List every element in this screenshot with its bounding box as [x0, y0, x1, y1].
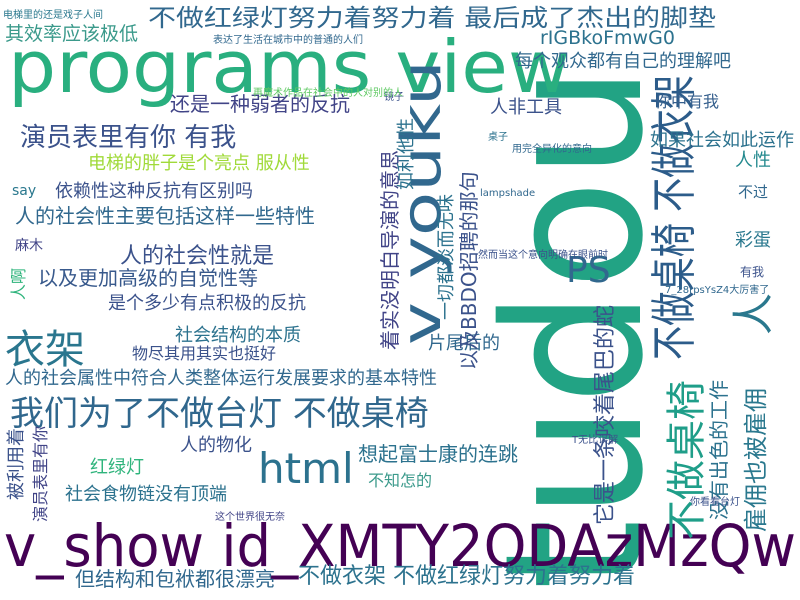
word: 有我	[740, 265, 764, 279]
word: 以及BBDO招聘的那句	[457, 171, 481, 370]
word: 依赖性这种反抗有区别吗	[55, 181, 253, 202]
word: 电梯的胖子是个亮点 服从性	[88, 153, 310, 174]
word: 它是一条咬着尾巴的蛇	[593, 305, 618, 525]
word: 彩蛋	[735, 230, 771, 251]
word: 但结构和包袱都很漂亮	[75, 567, 275, 591]
word: 着实没明白导演的意思	[378, 150, 402, 350]
word: 人	[729, 293, 778, 335]
word: 不做桌椅	[664, 380, 710, 540]
word: 用完全异化的意向	[512, 142, 592, 155]
word: programs view	[8, 25, 570, 109]
word: 雇佣也被雇佣	[742, 388, 770, 532]
word: 这个世界很无奈	[215, 510, 285, 523]
word: 人的社会性主要包括这样一些特性	[15, 204, 315, 228]
word: 然而当这个意向明确在眼前时	[478, 248, 608, 261]
word: PS	[566, 250, 611, 291]
word: 你中有我	[655, 92, 719, 111]
word: 表达了生活在城市中的普通的人们	[213, 33, 363, 46]
word: 人非工具	[490, 97, 562, 118]
word: 再魔术作品在社会中的人对别的人	[253, 86, 403, 99]
word: tudou	[464, 65, 685, 590]
word: 你看看台灯	[690, 495, 740, 508]
word: 如果社会如此运作	[650, 130, 794, 151]
word: 社会食物链没有顶端	[65, 484, 227, 505]
word: 以及更加高级的自觉性等	[38, 266, 258, 290]
word: 人啊	[9, 268, 28, 300]
word: 衣架	[5, 327, 85, 373]
word: 人的物化	[180, 435, 252, 456]
word: 想起富士康的连跳	[358, 442, 518, 466]
word: 其效率应该极低	[5, 23, 138, 45]
word: 7_28rpsYsZ4大厉害了	[665, 283, 769, 296]
word: 红绿灯	[90, 457, 144, 478]
word: 物尽其用其实也挺好	[132, 344, 276, 363]
word: 演员表里有你 有我	[20, 123, 236, 153]
word: 片尾后的	[428, 333, 500, 354]
word: 被利用着	[6, 428, 27, 500]
word: html	[258, 444, 354, 493]
word: 我们为了不做台灯 不做桌椅	[10, 394, 429, 434]
word: 电梯里的还是戏子人间	[3, 8, 103, 21]
word: 不做桌椅 不做衣架	[647, 75, 701, 360]
word: 不知怎的	[368, 471, 432, 490]
word: 是个多少有点积极的反抗	[108, 293, 306, 314]
word: 每个观众都有自己的理解吧	[515, 51, 731, 72]
word: 如利他性	[396, 118, 417, 190]
word: say	[12, 183, 36, 199]
word: 没有出色的工作	[707, 380, 731, 520]
word: lampshade	[480, 188, 535, 199]
word: 人的社会性就是	[120, 244, 274, 269]
word: v youku	[390, 60, 453, 345]
word: 还是一种弱者的反抗	[170, 92, 350, 116]
word: v_show id_XMTY2ODAzMzQw	[4, 512, 796, 580]
word: T无比误解	[571, 433, 618, 446]
word: rIGBkoFmwG0	[540, 27, 675, 49]
word: 不过	[738, 183, 768, 201]
word: 人性	[735, 150, 771, 171]
word: 不做红绿灯努力着努力着 最后成了杰出的脚垫	[148, 4, 716, 32]
word: 镜子	[384, 90, 404, 103]
word: 桌子	[488, 130, 508, 143]
word: 人的社会属性中符合人类整体运行发展要求的基本特性	[5, 368, 437, 389]
word: 麻木	[15, 238, 43, 254]
word: 演员表里有你	[31, 426, 50, 522]
word: 不做衣架 不做红绿灯努力着努力着	[298, 564, 635, 589]
word: 社会结构的本质	[175, 325, 301, 346]
word: 一切都淡而无味	[436, 194, 457, 320]
